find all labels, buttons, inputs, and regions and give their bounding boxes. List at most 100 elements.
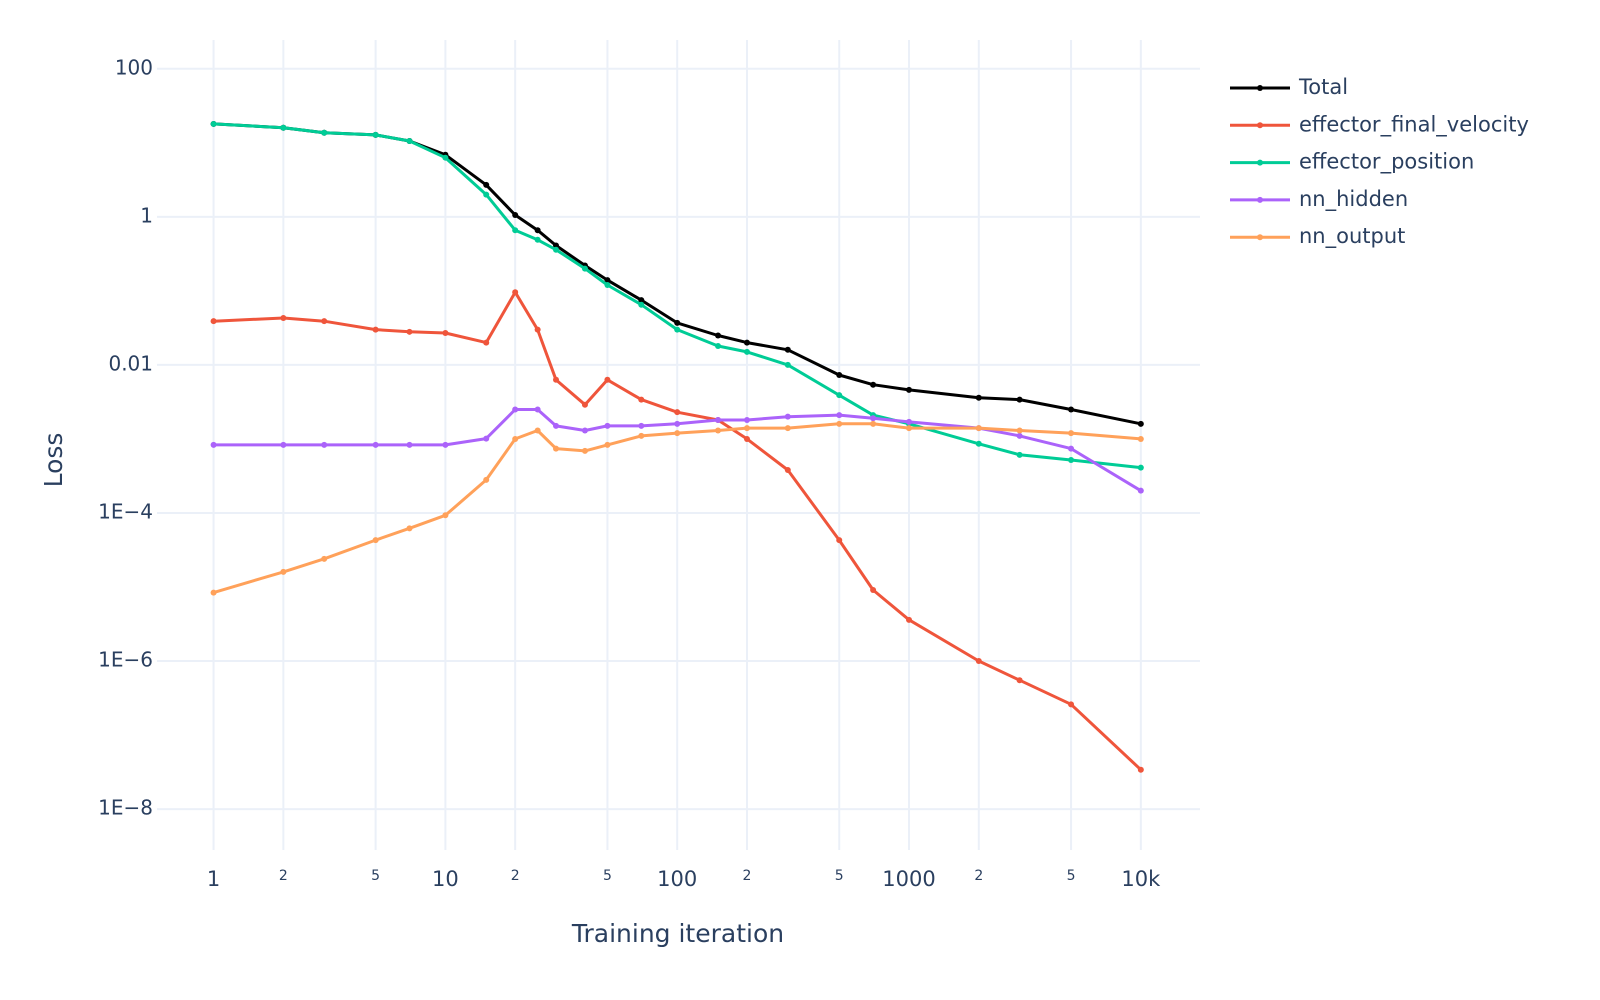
point bbox=[1016, 677, 1023, 684]
x-tick-label: 1 bbox=[207, 867, 220, 891]
point bbox=[836, 420, 843, 427]
point bbox=[604, 422, 611, 429]
point bbox=[483, 181, 490, 188]
x-tick-label: 2 bbox=[743, 868, 752, 884]
point bbox=[975, 394, 982, 401]
point bbox=[784, 467, 791, 474]
point bbox=[638, 396, 645, 403]
point bbox=[534, 227, 541, 234]
point bbox=[674, 319, 681, 326]
point bbox=[674, 326, 681, 333]
point bbox=[372, 326, 379, 333]
point bbox=[483, 339, 490, 346]
point bbox=[553, 246, 560, 253]
x-tick-label: 5 bbox=[835, 868, 844, 884]
point bbox=[581, 401, 588, 408]
legend-label: Total bbox=[1298, 75, 1348, 99]
y-tick-label: 1E−6 bbox=[98, 648, 153, 672]
y-tick-label: 1E−4 bbox=[98, 499, 153, 523]
point bbox=[870, 587, 877, 594]
point bbox=[1137, 464, 1144, 471]
point bbox=[1137, 487, 1144, 494]
point bbox=[534, 326, 541, 333]
point bbox=[836, 412, 843, 419]
point bbox=[442, 512, 449, 519]
x-tick-label: 2 bbox=[279, 868, 288, 884]
point bbox=[321, 129, 328, 136]
x-tick-label: 10k bbox=[1121, 867, 1161, 891]
legend-marker bbox=[1257, 159, 1263, 166]
point bbox=[442, 329, 449, 336]
point bbox=[512, 211, 519, 218]
point bbox=[210, 589, 217, 596]
point bbox=[321, 318, 328, 325]
point bbox=[784, 413, 791, 420]
point bbox=[321, 555, 328, 562]
line bbox=[213, 422, 1141, 595]
point bbox=[1068, 406, 1075, 413]
x-tick-label: 10 bbox=[432, 867, 459, 891]
point bbox=[534, 406, 541, 413]
point bbox=[1137, 420, 1144, 427]
series bbox=[210, 289, 1144, 773]
x-tick-label: 5 bbox=[603, 868, 612, 884]
point bbox=[743, 417, 750, 424]
point bbox=[604, 277, 611, 284]
point bbox=[715, 343, 722, 350]
x-tick-label: 5 bbox=[1067, 868, 1076, 884]
point bbox=[581, 265, 588, 272]
point bbox=[372, 537, 379, 544]
point bbox=[483, 191, 490, 198]
point bbox=[512, 435, 519, 442]
point bbox=[1016, 432, 1023, 439]
y-tick-label: 1 bbox=[140, 203, 153, 227]
point bbox=[836, 372, 843, 379]
point bbox=[1016, 396, 1023, 403]
point bbox=[512, 289, 519, 296]
point bbox=[581, 427, 588, 434]
x-tick-label: 1000 bbox=[882, 867, 935, 891]
point bbox=[638, 301, 645, 308]
point bbox=[743, 435, 750, 442]
point bbox=[406, 441, 413, 448]
x-tick-label: 2 bbox=[974, 868, 983, 884]
point bbox=[870, 420, 877, 427]
point bbox=[715, 417, 722, 424]
point bbox=[534, 427, 541, 434]
point bbox=[512, 227, 519, 234]
point bbox=[406, 137, 413, 144]
point bbox=[674, 430, 681, 437]
point bbox=[483, 476, 490, 483]
legend-marker bbox=[1257, 196, 1263, 203]
y-tick-label: 0.01 bbox=[108, 351, 153, 375]
point bbox=[210, 318, 217, 325]
point bbox=[1016, 451, 1023, 458]
point bbox=[715, 332, 722, 339]
point bbox=[280, 315, 287, 322]
point bbox=[870, 415, 877, 422]
point bbox=[553, 242, 560, 249]
point bbox=[784, 361, 791, 368]
legend-marker bbox=[1257, 122, 1263, 129]
legend-label: effector_final_velocity bbox=[1299, 112, 1529, 137]
point bbox=[743, 339, 750, 346]
point bbox=[975, 425, 982, 432]
point bbox=[906, 425, 913, 432]
point bbox=[534, 236, 541, 243]
point bbox=[638, 297, 645, 304]
point bbox=[553, 376, 560, 383]
point bbox=[715, 427, 722, 434]
point bbox=[553, 422, 560, 429]
point bbox=[1137, 435, 1144, 442]
point bbox=[674, 409, 681, 416]
point bbox=[372, 131, 379, 138]
point bbox=[1068, 430, 1075, 437]
line bbox=[213, 290, 1142, 771]
point bbox=[638, 422, 645, 429]
point bbox=[372, 441, 379, 448]
point bbox=[483, 435, 490, 442]
line bbox=[213, 408, 1142, 492]
legend-label: nn_hidden bbox=[1299, 187, 1408, 212]
x-tick-label: 2 bbox=[511, 868, 520, 884]
